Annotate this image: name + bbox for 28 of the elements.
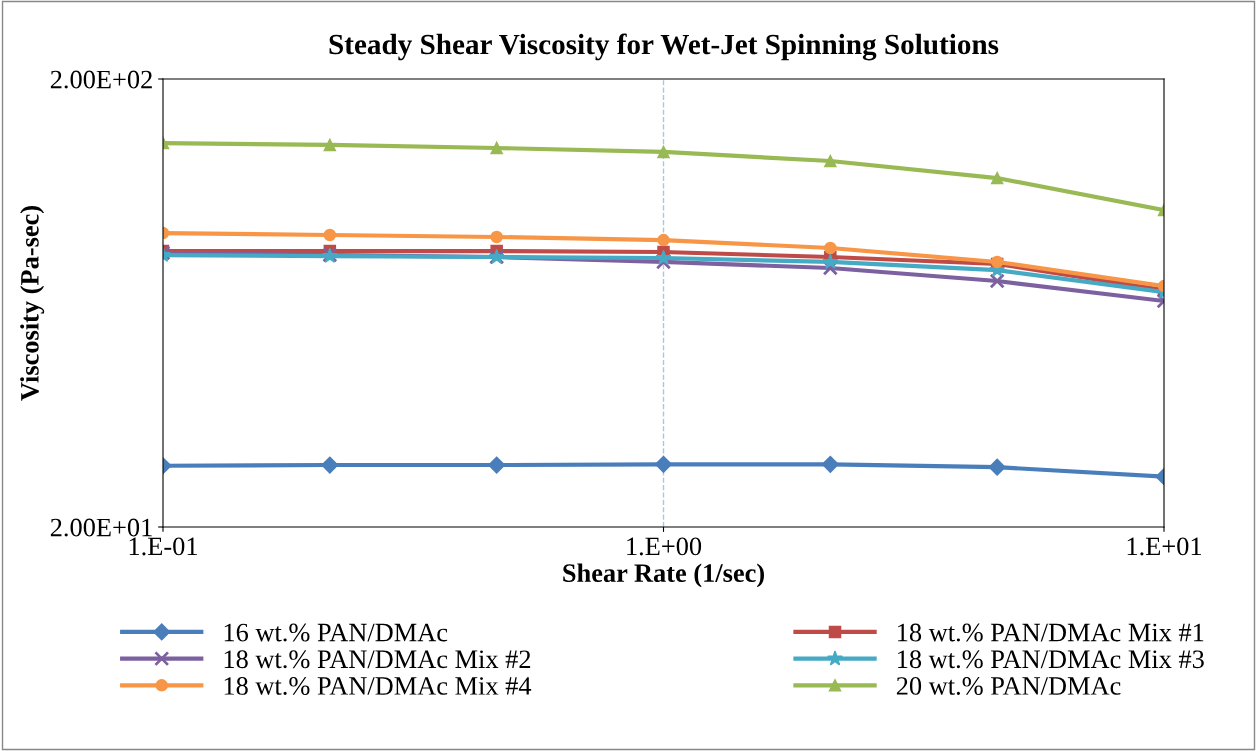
y-tick-label: 2.00E+01	[50, 518, 152, 537]
chart-title: Steady Shear Viscosity for Wet-Jet Spinning Solutions	[329, 33, 999, 61]
legend-label: 18 wt.% PAN/DMAc Mix #3	[898, 650, 1204, 669]
point	[657, 145, 670, 159]
point	[321, 456, 339, 474]
legend-label: 20 wt.% PAN/DMAc	[896, 677, 1121, 695]
x-tick-label: 1.E-01	[129, 537, 197, 556]
point	[488, 456, 506, 474]
point	[822, 253, 839, 269]
legend-label: 16 wt.% PAN/DMAc	[224, 623, 448, 642]
point	[821, 455, 839, 473]
point	[657, 233, 670, 247]
point	[824, 241, 837, 255]
x-tick-label: 1.E+01	[1127, 537, 1202, 556]
legend-label: 18 wt.% PAN/DMAc Mix #2	[224, 650, 531, 669]
legend-label: 18 wt.% PAN/DMAc Mix #1	[898, 623, 1204, 642]
x-axis-title: Shear Rate (1/sec)	[563, 563, 764, 588]
point	[323, 138, 337, 152]
y-axis-title: Viscosity (Pa-sec)	[20, 206, 45, 401]
y-tick-label: 2.00E+02	[50, 70, 152, 89]
point	[323, 228, 337, 242]
x-tick-label: 1.E+00	[627, 537, 702, 556]
point	[490, 141, 503, 155]
point	[490, 230, 503, 244]
point	[655, 249, 672, 265]
point	[824, 154, 837, 168]
legend-label: 18 wt.% PAN/DMAc Mix #4	[224, 677, 532, 695]
point	[654, 455, 673, 473]
